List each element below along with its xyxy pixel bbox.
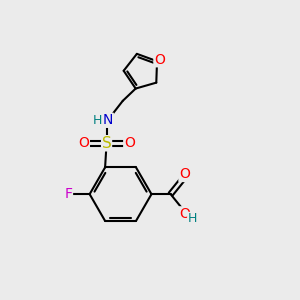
Text: O: O bbox=[79, 136, 89, 150]
Text: H: H bbox=[93, 114, 102, 127]
Text: N: N bbox=[103, 113, 113, 127]
Text: O: O bbox=[154, 53, 165, 67]
Text: O: O bbox=[124, 136, 135, 150]
Text: O: O bbox=[179, 167, 190, 182]
Text: F: F bbox=[64, 187, 72, 201]
Text: S: S bbox=[102, 136, 111, 151]
Text: H: H bbox=[188, 212, 197, 225]
Text: O: O bbox=[179, 207, 190, 221]
